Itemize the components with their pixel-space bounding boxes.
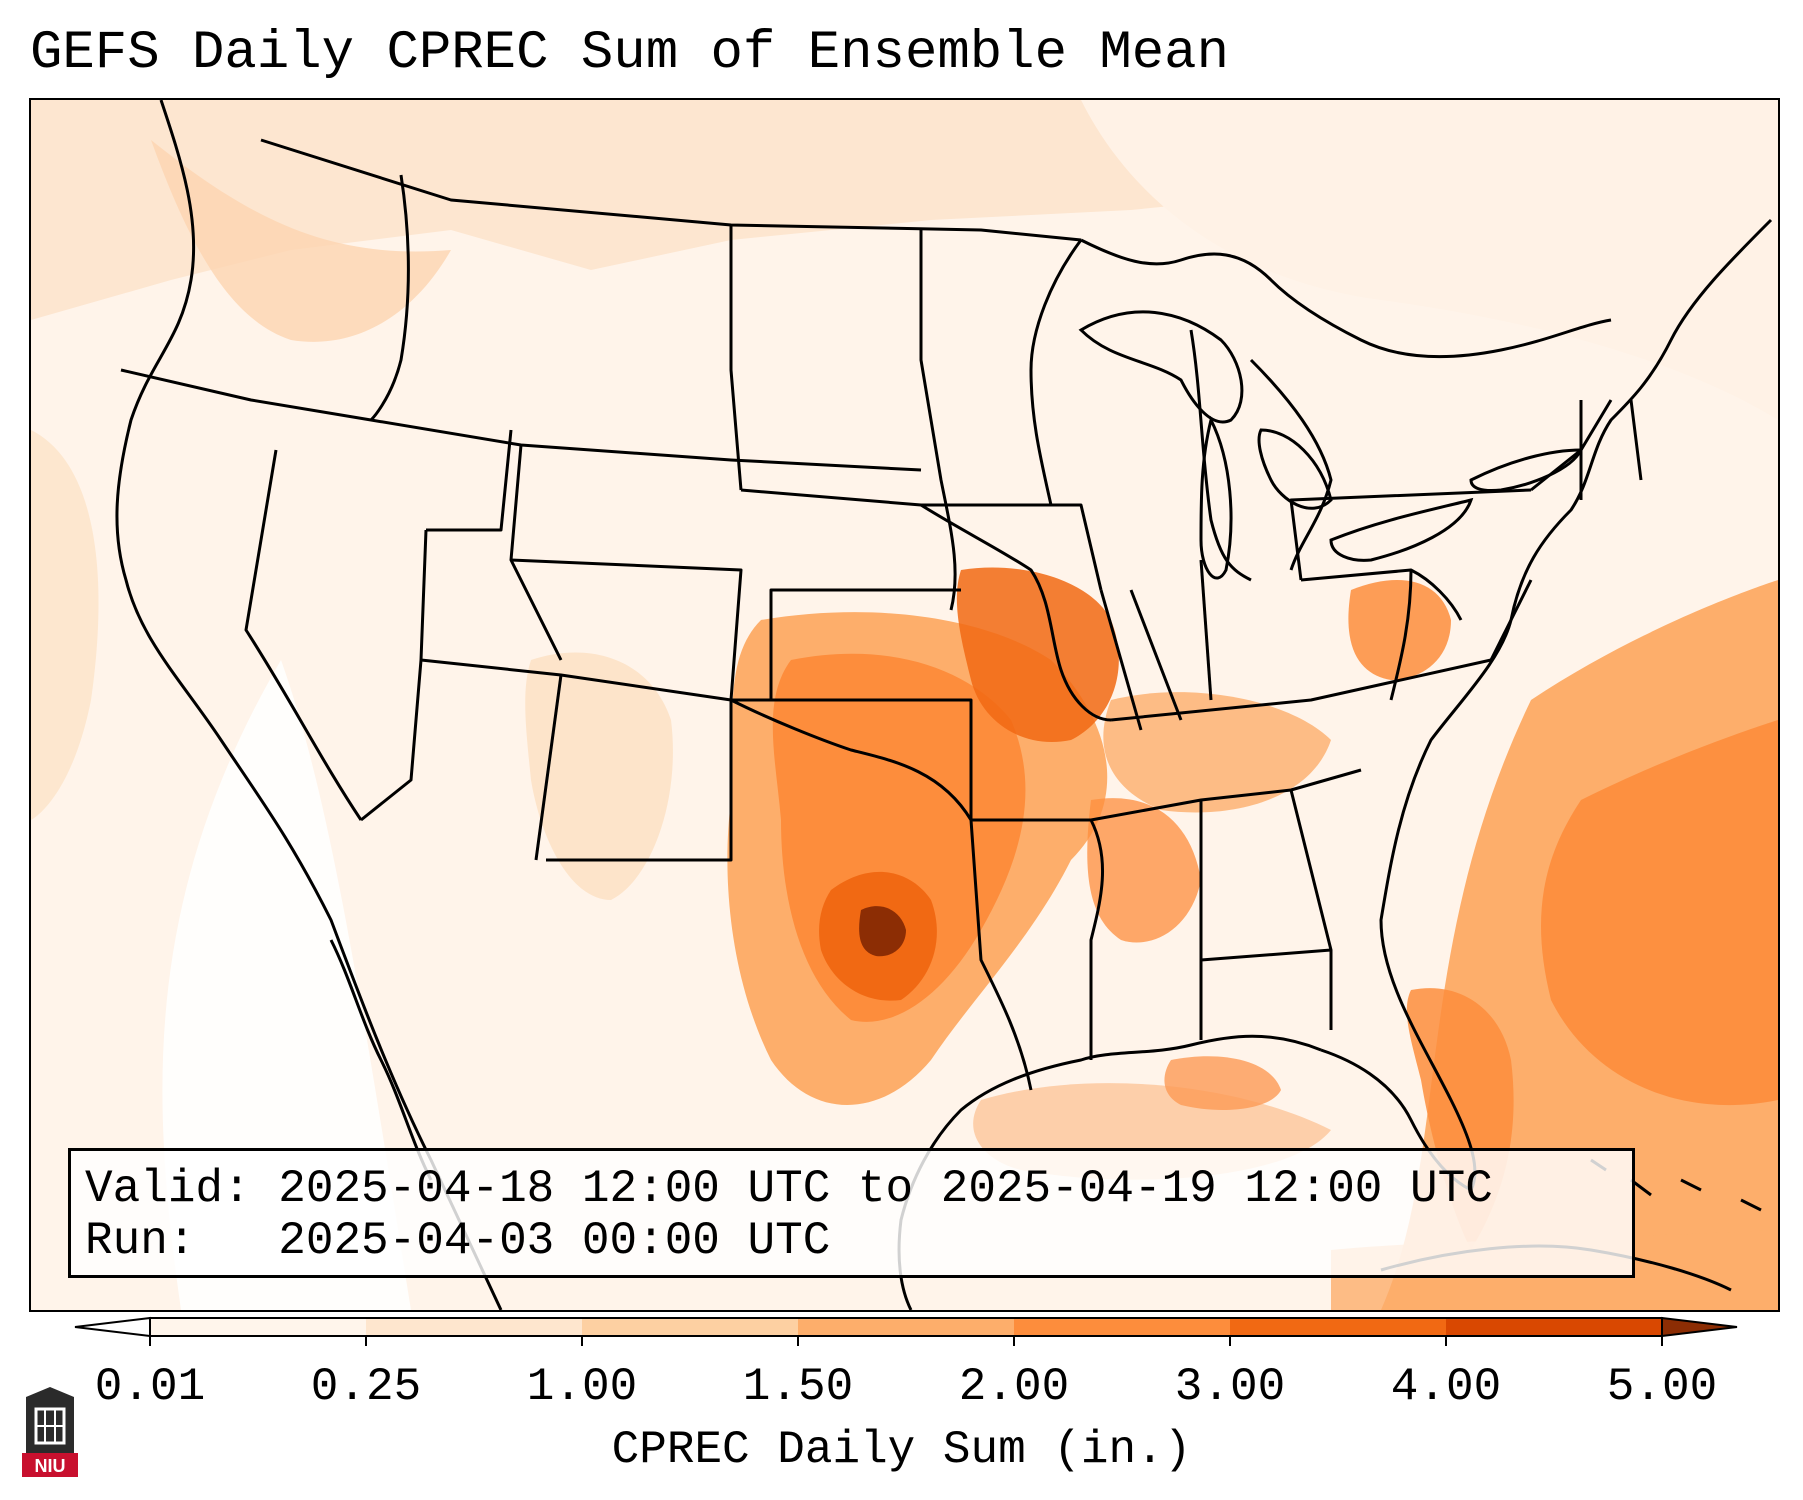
colorbar-outline bbox=[149, 1317, 1663, 1337]
colorbar-segment bbox=[582, 1318, 799, 1336]
colorbar-tick-label: 0.25 bbox=[310, 1361, 422, 1413]
northern-tier-border bbox=[120, 368, 922, 472]
west-coastline bbox=[115, 100, 503, 1310]
colorbar-segment bbox=[1014, 1318, 1231, 1336]
colorbar-tick-label: 2.00 bbox=[958, 1361, 1070, 1413]
colorbar-tick-label: 1.50 bbox=[742, 1361, 854, 1413]
colorbar-max-extend bbox=[1661, 1316, 1738, 1338]
colorbar-tick-label: 3.00 bbox=[1174, 1361, 1286, 1413]
colorbar-tick-label: 0.01 bbox=[94, 1361, 206, 1413]
colorbar-tick-label: 5.00 bbox=[1606, 1361, 1718, 1413]
colorbar-svg bbox=[74, 1316, 1738, 1346]
state-borders bbox=[115, 100, 1773, 1310]
colorbar-tick-label: 1.00 bbox=[526, 1361, 638, 1413]
colorbar-segment bbox=[150, 1318, 367, 1336]
colorbar-label: CPREC Daily Sum (in.) bbox=[611, 1424, 1192, 1476]
colorbar-segment bbox=[1230, 1318, 1447, 1336]
run-info-box: Valid: 2025-04-18 12:00 UTC to 2025-04-1… bbox=[68, 1148, 1635, 1278]
colorbar-segment bbox=[366, 1318, 583, 1336]
great-lakes bbox=[1078, 310, 1584, 580]
valid-time-text: Valid: 2025-04-18 12:00 UTC to 2025-04-1… bbox=[85, 1163, 1493, 1215]
niu-logo-text: NIU bbox=[35, 1456, 66, 1476]
colorbar-min-extend bbox=[74, 1316, 151, 1338]
map-canvas bbox=[31, 100, 1778, 1310]
precip-field bbox=[31, 100, 1778, 1310]
niu-logo-banner bbox=[22, 1453, 78, 1477]
colorbar-segment bbox=[1446, 1318, 1663, 1336]
run-time-text: Run: 2025-04-03 00:00 UTC bbox=[85, 1215, 831, 1267]
baja-coastline bbox=[329, 939, 433, 1181]
map-title: GEFS Daily CPREC Sum of Ensemble Mean bbox=[30, 23, 1229, 84]
niu-logo: NIU bbox=[22, 1387, 78, 1477]
colorbar-segment bbox=[798, 1318, 1015, 1336]
precipitation-map: Valid: 2025-04-18 12:00 UTC to 2025-04-1… bbox=[29, 98, 1780, 1312]
colorbar-tick-label: 4.00 bbox=[1390, 1361, 1502, 1413]
colorbar bbox=[0, 1312, 1803, 1500]
